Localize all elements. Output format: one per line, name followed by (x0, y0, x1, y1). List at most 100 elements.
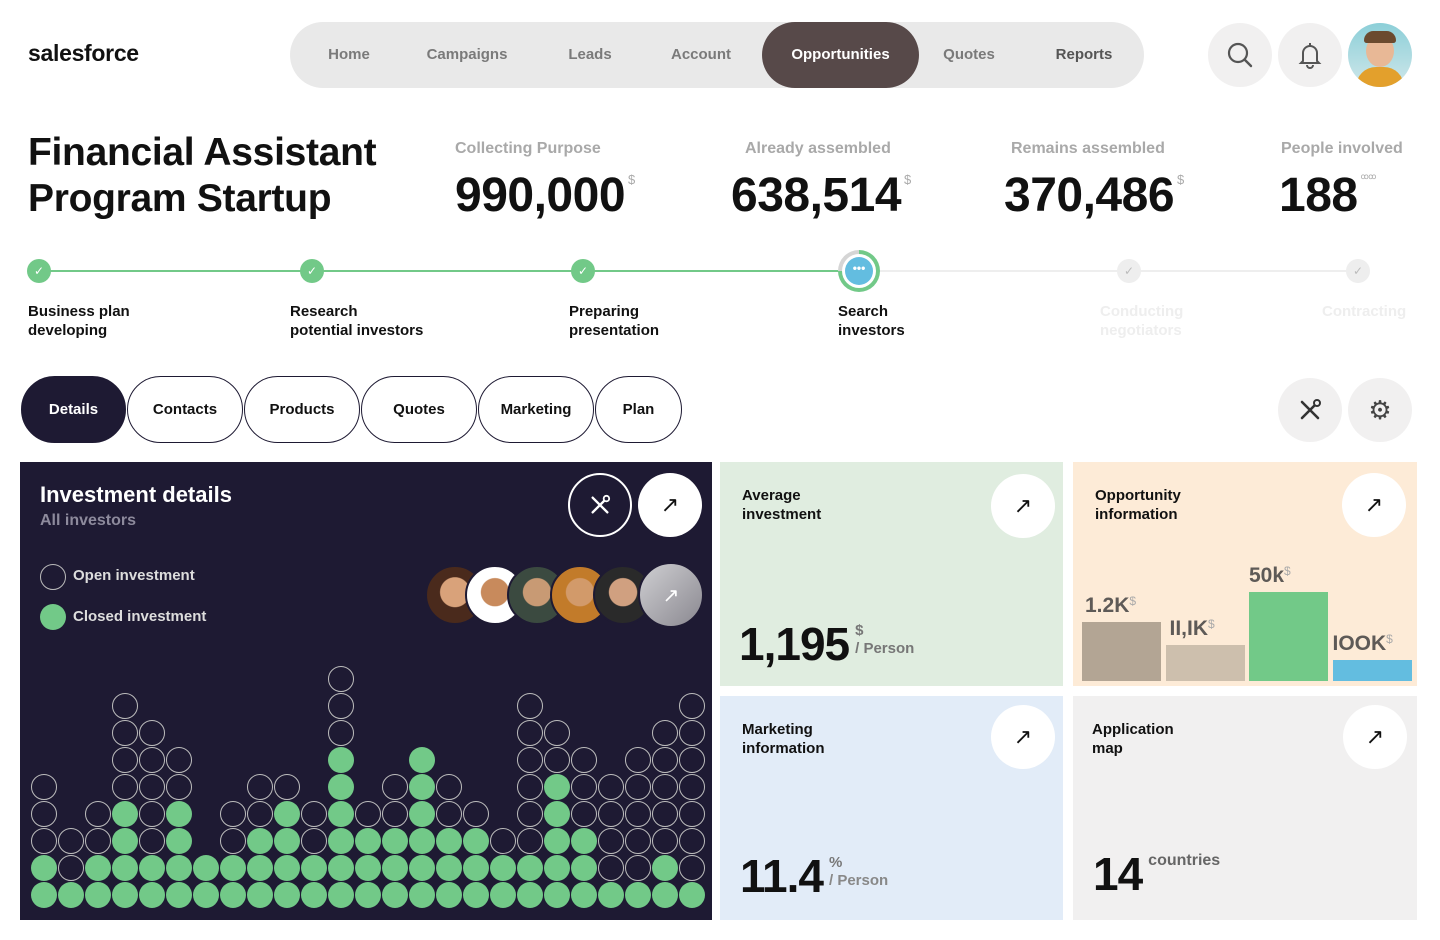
open-investment-dot (166, 774, 192, 800)
step-label: Research potential investors (290, 302, 423, 340)
percent-unit: % (829, 854, 843, 871)
open-investment-dot (517, 693, 543, 719)
closed-investment-dot (328, 882, 354, 908)
closed-investment-dot (382, 828, 408, 854)
arrow-up-right-icon: ↗ (660, 492, 680, 517)
open-investment-dot (139, 747, 165, 773)
closed-investment-dot (247, 828, 273, 854)
title-text: Application (1092, 721, 1174, 738)
user-avatar[interactable] (1348, 23, 1412, 87)
expand-button[interactable]: ↗ (991, 474, 1055, 538)
expand-button[interactable]: ↗ (1343, 705, 1407, 769)
open-investment-dot (166, 747, 192, 773)
search-icon (1227, 42, 1253, 68)
open-investment-dot (31, 774, 57, 800)
closed-investment-dot (436, 855, 462, 881)
tools-icon (1300, 399, 1321, 420)
nav-leads[interactable]: Leads (568, 46, 612, 63)
expand-button[interactable]: ↗ (1342, 473, 1406, 537)
nav-opportunities[interactable]: Opportunities (762, 22, 919, 88)
closed-investment-dot (598, 882, 624, 908)
open-investment-dot (652, 774, 678, 800)
open-investment-dot (517, 801, 543, 827)
legend-open: Open investment (73, 567, 195, 584)
countries-value: 14 (1093, 848, 1143, 900)
expand-button[interactable]: ↗ (991, 705, 1055, 769)
tools-button[interactable] (1278, 378, 1342, 442)
more-dots-icon: ••• (845, 257, 873, 285)
title-text: map (1092, 740, 1123, 757)
tab-quotes[interactable]: Quotes (361, 376, 477, 443)
bell-icon (1298, 43, 1322, 69)
tab-contacts[interactable]: Contacts (127, 376, 243, 443)
tab-details[interactable]: Details (21, 376, 126, 443)
title-text: investment (742, 506, 822, 523)
salesforce-logo[interactable]: salesforce (28, 40, 139, 66)
step-text: potential investors (290, 322, 424, 339)
avg-value: 1,195 (739, 618, 850, 670)
currency-unit: $ (628, 172, 635, 187)
nav-quotes[interactable]: Quotes (943, 46, 995, 63)
opportunity-card[interactable]: Opportunity information ↗ 1.2K$ II,IK$ 50k$… (1073, 462, 1417, 686)
closed-investment-dot (193, 882, 219, 908)
stat-number: 638,514 (731, 169, 902, 222)
title-text: information (742, 740, 825, 757)
stat-value-purpose: 990,000 $ (455, 168, 635, 223)
closed-investment-dot (490, 882, 516, 908)
title-text: Average (742, 487, 801, 504)
tab-plan[interactable]: Plan (595, 376, 682, 443)
nav-home[interactable]: Home (328, 46, 370, 63)
application-map-card[interactable]: Application map ↗ 14 countries (1073, 696, 1417, 920)
progress-line-done (39, 270, 859, 272)
countries-label: countries (1148, 852, 1221, 869)
average-investment-card[interactable]: Average investment ↗ 1,195 $ / Person (720, 462, 1063, 686)
closed-investment-dot (85, 855, 111, 881)
open-investment-dot (652, 720, 678, 746)
currency-unit: $ (1208, 617, 1215, 632)
open-investment-dot (328, 666, 354, 692)
closed-investment-dot (544, 882, 570, 908)
closed-investment-dot (166, 882, 192, 908)
avg-value-row: 1,195 $ / Person (739, 618, 914, 670)
marketing-card[interactable]: Marketing information ↗ 11.4 % / Person (720, 696, 1063, 920)
open-investment-dot (274, 774, 300, 800)
open-investment-dot (139, 720, 165, 746)
open-investment-dot (247, 774, 273, 800)
settings-button[interactable]: ⚙ (1348, 378, 1412, 442)
open-investment-dot (679, 828, 705, 854)
notifications-button[interactable] (1278, 23, 1342, 87)
open-investment-dot (652, 747, 678, 773)
step-done-check-icon: ✓ (571, 259, 595, 283)
nav-campaigns[interactable]: Campaigns (426, 46, 508, 63)
closed-investment-dot (31, 855, 57, 881)
nav-account[interactable]: Account (671, 46, 731, 63)
tab-products[interactable]: Products (244, 376, 360, 443)
step-label: Conducting negotiators (1100, 302, 1183, 340)
open-investment-dot (625, 747, 651, 773)
panel-expand-button[interactable]: ↗ (638, 473, 702, 537)
closed-investment-dot (274, 882, 300, 908)
open-investment-dot (382, 774, 408, 800)
open-investment-dot (31, 801, 57, 827)
step-text: Contracting (1322, 303, 1407, 320)
progress-line-pending (859, 270, 1359, 272)
closed-investment-dot (274, 855, 300, 881)
closed-investment-dot (409, 855, 435, 881)
open-investment-dot (544, 720, 570, 746)
per-person: / Person (855, 640, 915, 657)
panel-tools-button[interactable] (568, 473, 632, 537)
title-line-1: Financial Assistant (28, 131, 377, 174)
open-investment-dot (598, 855, 624, 881)
nav-reports[interactable]: Reports (1055, 46, 1113, 63)
search-button[interactable] (1208, 23, 1272, 87)
currency-unit: $ (855, 622, 864, 639)
tab-marketing[interactable]: Marketing (478, 376, 594, 443)
step-label: Business plan developing (28, 302, 130, 340)
open-investment-dot (139, 774, 165, 800)
closed-investment-dot (166, 828, 192, 854)
step-pending-check-icon: ✓ (1346, 259, 1370, 283)
arrow-up-right-icon: ↗ (1013, 724, 1033, 749)
people-icon: ꝏꝏ (1360, 172, 1377, 181)
open-investment-dot (625, 774, 651, 800)
more-investors-button[interactable]: ↗ (638, 562, 704, 628)
